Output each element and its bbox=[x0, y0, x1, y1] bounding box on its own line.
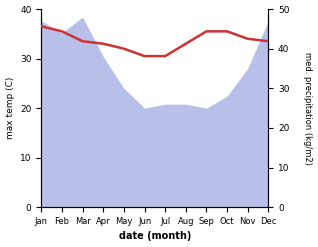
X-axis label: date (month): date (month) bbox=[119, 231, 191, 242]
Y-axis label: med. precipitation (kg/m2): med. precipitation (kg/m2) bbox=[303, 52, 313, 165]
Y-axis label: max temp (C): max temp (C) bbox=[5, 77, 15, 139]
